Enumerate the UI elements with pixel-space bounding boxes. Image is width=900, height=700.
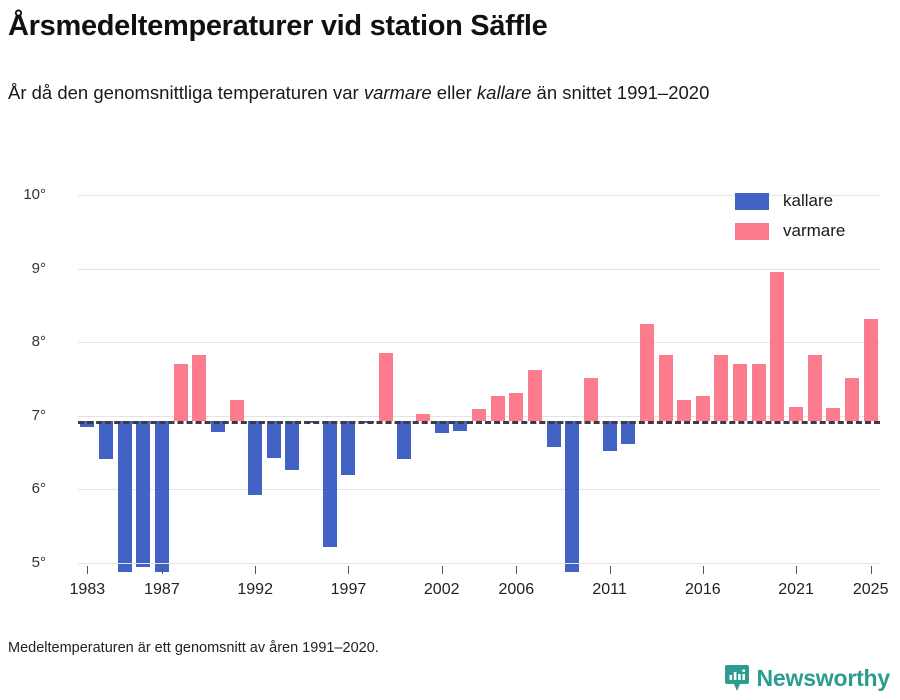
bar-2019[interactable]: [751, 364, 766, 421]
legend-label-kallare: kallare: [783, 191, 834, 210]
bar-chart: 5° 6° 7° 8° 9° 10° 1983 1987 1992 1997 2002 2006 20…: [23, 186, 889, 598]
bar-1985[interactable]: [117, 420, 132, 572]
bar-chart-pin-icon: [724, 664, 750, 692]
x-axis-label-2011: 2011: [592, 581, 627, 598]
gridline-9: [78, 268, 880, 270]
x-axis-label-1997: 1997: [330, 581, 367, 598]
bar-2003[interactable]: [453, 420, 468, 432]
page-title: Årsmedeltemperaturer vid station Säffle: [8, 10, 548, 42]
x-axis-tick-1997: [348, 566, 350, 574]
brand-name: Newsworthy: [756, 664, 891, 691]
x-axis-tick-2021: [796, 566, 798, 574]
bar-2014[interactable]: [658, 355, 673, 421]
legend-item-kallare[interactable]: kallare: [735, 186, 895, 216]
bar-2007[interactable]: [527, 370, 542, 421]
y-axis-label-10: 10°: [23, 186, 46, 203]
x-axis-label-2016: 2016: [685, 581, 721, 598]
bar-2000[interactable]: [397, 420, 412, 460]
bar-1997[interactable]: [341, 420, 356, 476]
bars-group: [78, 195, 880, 572]
x-axis-label-1992: 1992: [237, 581, 273, 598]
bar-1989[interactable]: [192, 354, 207, 421]
bar-1996[interactable]: [322, 420, 337, 547]
subtitle-text-2: eller: [431, 82, 477, 103]
baseline-average-line: [78, 420, 880, 424]
bar-1991[interactable]: [229, 400, 244, 421]
plot-area: 5° 6° 7° 8° 9° 10°: [23, 186, 880, 572]
bar-1990[interactable]: [210, 420, 225, 432]
bar-2024[interactable]: [845, 377, 860, 421]
bar-2022[interactable]: [807, 354, 822, 421]
bar-2023[interactable]: [826, 407, 841, 421]
y-axis-label-8: 8°: [31, 333, 46, 351]
page-subtitle: År då den genomsnittliga temperaturen va…: [8, 78, 848, 108]
bar-2009[interactable]: [565, 420, 580, 572]
bar-2015[interactable]: [677, 399, 692, 421]
subtitle-text-3: än snittet 1991–2020: [531, 82, 710, 103]
x-axis-label-1987: 1987: [144, 581, 180, 598]
legend: kallare varmare: [735, 186, 895, 246]
x-axis-label-2025: 2025: [852, 581, 889, 598]
subtitle-emphasis-kallare: kallare: [476, 82, 532, 103]
bar-1992[interactable]: [248, 420, 263, 496]
x-axis-tick-1987: [161, 566, 163, 574]
y-axis-label-7: 7°: [31, 406, 46, 424]
bar-2020[interactable]: [770, 272, 785, 421]
bar-2017[interactable]: [714, 354, 729, 421]
bar-2021[interactable]: [789, 406, 804, 421]
bar-2008[interactable]: [546, 420, 561, 448]
x-axis-label-2006: 2006: [498, 581, 535, 598]
x-axis-label-2021: 2021: [778, 581, 814, 598]
bar-1994[interactable]: [285, 420, 300, 470]
bar-1984[interactable]: [98, 420, 113, 460]
bar-1993[interactable]: [266, 420, 281, 458]
bar-1988[interactable]: [173, 364, 188, 421]
y-axis-label-5: 5°: [31, 554, 46, 571]
x-axis-tick-2016: [702, 566, 704, 574]
legend-swatch-kallare: [735, 192, 769, 210]
legend-swatch-varmare: [735, 222, 769, 240]
y-axis-label-9: 9°: [31, 259, 46, 277]
bar-2018[interactable]: [733, 364, 748, 421]
gridline-6: [78, 489, 880, 491]
subtitle-emphasis-varmare: varmare: [363, 82, 432, 103]
bar-1987[interactable]: [154, 420, 169, 572]
y-axis-label-6: 6°: [31, 480, 46, 498]
bar-2002[interactable]: [434, 420, 449, 433]
bar-2012[interactable]: [621, 420, 636, 444]
bar-2013[interactable]: [639, 323, 654, 421]
gridline-8: [78, 342, 880, 344]
bar-2011[interactable]: [602, 420, 617, 452]
bar-2016[interactable]: [695, 395, 710, 421]
x-axis-line: [78, 563, 880, 564]
legend-item-varmare[interactable]: varmare: [735, 216, 895, 246]
bar-2006[interactable]: [509, 392, 524, 421]
bar-1986[interactable]: [136, 420, 151, 567]
bar-1999[interactable]: [378, 352, 393, 421]
x-axis-tick-2006: [516, 566, 518, 574]
x-axis-tick-2002: [441, 566, 443, 574]
x-axis-tick-2025: [870, 566, 872, 574]
subtitle-text-1: År då den genomsnittliga temperaturen va…: [8, 82, 364, 103]
gridline-10: [78, 195, 880, 196]
bar-2005[interactable]: [490, 395, 505, 421]
x-axis-label-2002: 2002: [423, 581, 460, 598]
x-axis-tick-1983: [87, 566, 89, 574]
x-axis-label-1983: 1983: [69, 581, 106, 598]
chart-footnote: Medeltemperaturen är ett genomsnitt av å…: [8, 640, 379, 656]
legend-label-varmare: varmare: [783, 221, 846, 240]
x-axis-tick-1992: [255, 566, 257, 574]
bar-2001[interactable]: [416, 413, 431, 421]
bar-2025[interactable]: [863, 318, 878, 421]
brand-logo[interactable]: Newsworthy: [724, 664, 890, 692]
bar-2010[interactable]: [583, 377, 598, 421]
x-axis-tick-2011: [609, 566, 611, 574]
bar-2004[interactable]: [472, 409, 486, 421]
